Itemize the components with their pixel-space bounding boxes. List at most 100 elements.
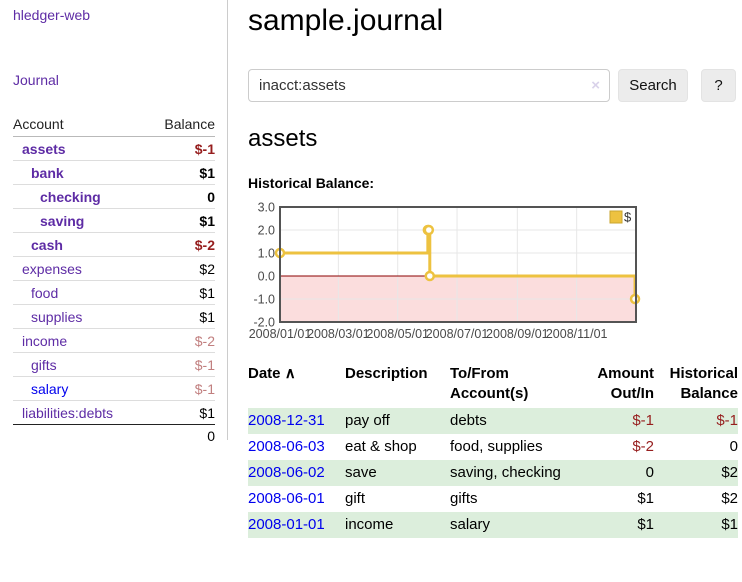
- account-row: salary $-1: [13, 377, 215, 401]
- account-balance: $1: [199, 164, 215, 181]
- register-header-row: Date ∧ Description To/From Account(s) Am…: [248, 362, 738, 408]
- account-link-checking[interactable]: checking: [40, 188, 101, 205]
- svg-text:2008/11/01: 2008/11/01: [546, 327, 608, 341]
- sidebar: hledger-web Journal Account Balance asse…: [0, 0, 228, 444]
- svg-text:2008/01/01: 2008/01/01: [249, 327, 312, 341]
- nav-journal-link[interactable]: Journal: [13, 72, 59, 88]
- brand-link[interactable]: hledger-web: [13, 7, 91, 23]
- transaction-date-link[interactable]: 2008-12-31: [248, 412, 325, 429]
- table-row: 2008-06-02 save saving, checking 0 $2: [248, 460, 738, 486]
- chart-canvas: $3.0 2.0 1.0 0.0 -1.0 -2.02008/01/012008/03/0…: [249, 201, 641, 341]
- svg-text:2008/07/01: 2008/07/01: [426, 327, 489, 341]
- transaction-description: save: [345, 464, 377, 481]
- historical-balance-chart: $3.0 2.0 1.0 0.0 -1.0 -2.0 2008/01/01 2008/03/0…: [244, 201, 740, 352]
- svg-text:2.0: 2.0: [258, 224, 275, 238]
- account-link-food[interactable]: food: [31, 284, 59, 301]
- main-content: sample.journal × Search ? assets Histori…: [248, 0, 740, 538]
- account-balance: $2: [199, 260, 215, 277]
- transaction-date-link[interactable]: 2008-01-01: [248, 516, 325, 533]
- account-balance: $1: [199, 284, 215, 301]
- transaction-amount: $1: [637, 516, 654, 533]
- account-row: food $1: [13, 281, 215, 305]
- account-row: supplies $1: [13, 305, 215, 329]
- sort-ascending-icon: ∧: [284, 365, 296, 382]
- account-link-salary[interactable]: salary: [31, 380, 69, 397]
- account-link-bank[interactable]: bank: [31, 164, 64, 181]
- account-balance: $1: [199, 404, 215, 421]
- transaction-balance: $2: [721, 464, 738, 481]
- accounts-total-row: 0: [13, 425, 215, 448]
- account-balance: $-1: [194, 380, 215, 397]
- account-balance: $1: [199, 308, 215, 325]
- accounts-header-balance: Balance: [164, 116, 215, 132]
- account-row: bank $1: [13, 161, 215, 185]
- register-table: Date ∧ Description To/From Account(s) Am…: [248, 362, 738, 538]
- svg-text:3.0: 3.0: [258, 202, 275, 215]
- transaction-accounts: debts: [450, 412, 487, 429]
- column-header-historical: Historical Balance: [669, 365, 738, 402]
- clear-search-icon[interactable]: ×: [591, 77, 600, 94]
- transaction-accounts: salary: [450, 516, 491, 533]
- svg-text:$: $: [624, 210, 632, 225]
- account-row: liabilities:debts $1: [13, 401, 215, 425]
- transaction-accounts: saving, checking: [450, 464, 561, 481]
- transaction-amount: $1: [637, 490, 654, 507]
- account-balance: $-2: [194, 332, 215, 349]
- table-row: 2008-01-01 income salary $1 $1: [248, 512, 738, 538]
- transaction-balance: $1: [721, 516, 738, 533]
- transaction-description: pay off: [345, 412, 390, 429]
- account-link-expenses[interactable]: expenses: [22, 260, 82, 277]
- transaction-amount: $-2: [632, 438, 654, 455]
- transaction-description: income: [345, 516, 394, 533]
- account-balance: $-2: [194, 236, 215, 253]
- transaction-balance: $2: [721, 490, 738, 507]
- account-page-title: assets: [248, 125, 318, 152]
- column-header-description: Description: [345, 365, 428, 382]
- account-link-saving[interactable]: saving: [40, 212, 85, 229]
- account-balance: 0: [207, 188, 215, 205]
- account-row: income $-2: [13, 329, 215, 353]
- account-balance: $1: [199, 212, 215, 229]
- search-button[interactable]: Search: [618, 69, 688, 102]
- svg-text:2008/03/01: 2008/03/01: [307, 327, 370, 341]
- account-row: cash $-2: [13, 233, 215, 257]
- accounts-total-value: 0: [207, 428, 215, 444]
- account-link-cash[interactable]: cash: [31, 236, 63, 253]
- search-form: × Search ?: [248, 69, 740, 102]
- help-button[interactable]: ?: [701, 69, 736, 102]
- column-header-date[interactable]: Date ∧: [248, 362, 345, 408]
- account-row: gifts $-1: [13, 353, 215, 377]
- accounts-table-header: Account Balance: [13, 112, 215, 137]
- svg-text:1.0: 1.0: [258, 247, 275, 261]
- transaction-date-link[interactable]: 2008-06-02: [248, 464, 325, 481]
- account-link-assets[interactable]: assets: [22, 140, 66, 157]
- transaction-amount: 0: [645, 464, 654, 481]
- transaction-description: gift: [345, 490, 366, 507]
- accounts-header-account: Account: [13, 116, 64, 132]
- account-row: expenses $2: [13, 257, 215, 281]
- transaction-accounts: gifts: [450, 490, 478, 507]
- transaction-description: eat & shop: [345, 438, 417, 455]
- svg-text:0.0: 0.0: [258, 270, 275, 284]
- table-row: 2008-06-01 gift gifts $1 $2: [248, 486, 738, 512]
- account-link-liabilities-debts[interactable]: liabilities:debts: [22, 404, 114, 421]
- account-link-gifts[interactable]: gifts: [31, 356, 57, 373]
- table-row: 2008-12-31 pay off debts $-1 $-1: [248, 408, 738, 434]
- column-header-tofrom: To/From Account(s): [450, 365, 529, 402]
- table-row: 2008-06-03 eat & shop food, supplies $-2…: [248, 434, 738, 460]
- account-link-supplies[interactable]: supplies: [31, 308, 83, 325]
- search-input[interactable]: [248, 69, 610, 102]
- account-row: assets $-1: [13, 137, 215, 161]
- transaction-balance: 0: [729, 438, 738, 455]
- transaction-date-link[interactable]: 2008-06-03: [248, 438, 325, 455]
- transaction-date-link[interactable]: 2008-06-01: [248, 490, 325, 507]
- transaction-accounts: food, supplies: [450, 438, 543, 455]
- account-balance: $-1: [194, 140, 215, 157]
- date-column-label: Date: [248, 365, 281, 382]
- account-link-income[interactable]: income: [22, 332, 68, 349]
- svg-text:2008/09/01: 2008/09/01: [486, 327, 549, 341]
- svg-text:-2.0: -2.0: [253, 316, 275, 330]
- account-balance: $-1: [194, 356, 215, 373]
- page-title: sample.journal: [248, 4, 444, 37]
